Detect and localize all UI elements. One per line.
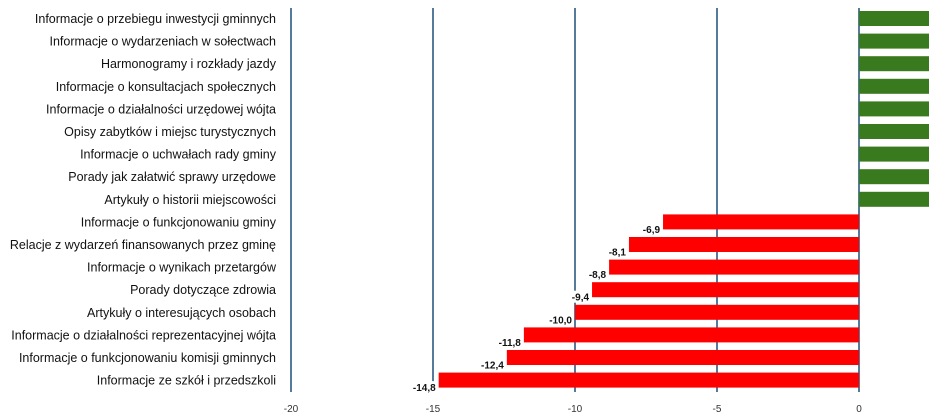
category-label: Porady dotyczące zdrowia	[130, 283, 276, 297]
category-labels: Informacje o przebiegu inwestycji gminny…	[10, 12, 277, 388]
bar	[859, 191, 929, 207]
category-label: Artykuły o interesujących osobach	[87, 306, 276, 320]
category-label: Informacje o funkcjonowaniu gminy	[81, 215, 277, 229]
category-label: Opisy zabytków i miejsc turystycznych	[64, 125, 276, 139]
value-label-bg	[563, 290, 592, 303]
value-label: -6,9	[643, 225, 661, 236]
bar	[859, 78, 929, 94]
value-label: -14,8	[413, 383, 436, 394]
value-labels: 19,016,513,58,78,14,54,54,52,7-6,9-8,1-8…	[403, 222, 663, 394]
bar	[628, 237, 859, 252]
value-label-bg	[580, 268, 609, 281]
category-label: Relacje z wydarzeń finansowanych przez g…	[10, 238, 276, 252]
category-label: Informacje o funkcjonowaniu komisji gmin…	[19, 351, 276, 365]
x-tick-label: -20	[284, 404, 299, 415]
bar	[859, 33, 929, 49]
bar	[575, 304, 859, 320]
bar	[592, 282, 859, 298]
value-label: -8,1	[609, 248, 627, 259]
bar	[609, 259, 859, 275]
category-label: Informacje o działalności urzędowej wójt…	[46, 102, 276, 116]
bar	[859, 56, 929, 72]
bar	[859, 169, 929, 185]
value-label: -8,8	[589, 270, 607, 281]
category-label: Informacje o wynikach przetargów	[87, 261, 277, 275]
category-label: Harmonogramy i rozkłady jazdy	[101, 57, 277, 71]
category-label: Informacje o wydarzeniach w sołectwach	[50, 35, 277, 49]
x-tick-label: -5	[713, 404, 722, 415]
value-label-bg	[403, 381, 438, 394]
bar	[859, 101, 929, 117]
category-label: Informacje o uchwałach rady gminy	[80, 148, 277, 162]
bar	[663, 214, 859, 230]
x-tick-label: -15	[426, 404, 441, 415]
category-label: Informacje o działalności reprezentacyjn…	[11, 328, 276, 342]
value-label-bg	[634, 222, 663, 235]
value-label-bg	[471, 358, 506, 371]
bar	[523, 327, 859, 343]
category-label: Porady jak załatwić sprawy urzędowe	[68, 170, 276, 184]
bar	[859, 124, 929, 139]
x-tick-label: 0	[856, 404, 862, 415]
category-label: Artykuły o historii miejscowości	[104, 193, 276, 207]
value-label: -9,4	[572, 293, 590, 304]
bars	[438, 11, 929, 388]
value-label-bg	[488, 335, 523, 348]
category-label: Informacje ze szkół i przedszkoli	[97, 374, 276, 388]
bar	[506, 350, 859, 365]
bar	[438, 372, 859, 388]
category-label: Informacje o konsultacjach społecznych	[56, 80, 276, 94]
value-label: -12,4	[481, 361, 504, 372]
value-label-bg	[540, 313, 574, 326]
value-label: -10,0	[549, 315, 572, 326]
bar	[859, 146, 929, 162]
value-label: -11,8	[499, 338, 522, 349]
x-axis-ticks: -20-15-10-50510152025	[284, 404, 862, 415]
bar	[859, 11, 929, 26]
category-label: Informacje o przebiegu inwestycji gminny…	[35, 12, 276, 26]
value-label-bg	[599, 245, 628, 258]
x-tick-label: -10	[568, 404, 583, 415]
